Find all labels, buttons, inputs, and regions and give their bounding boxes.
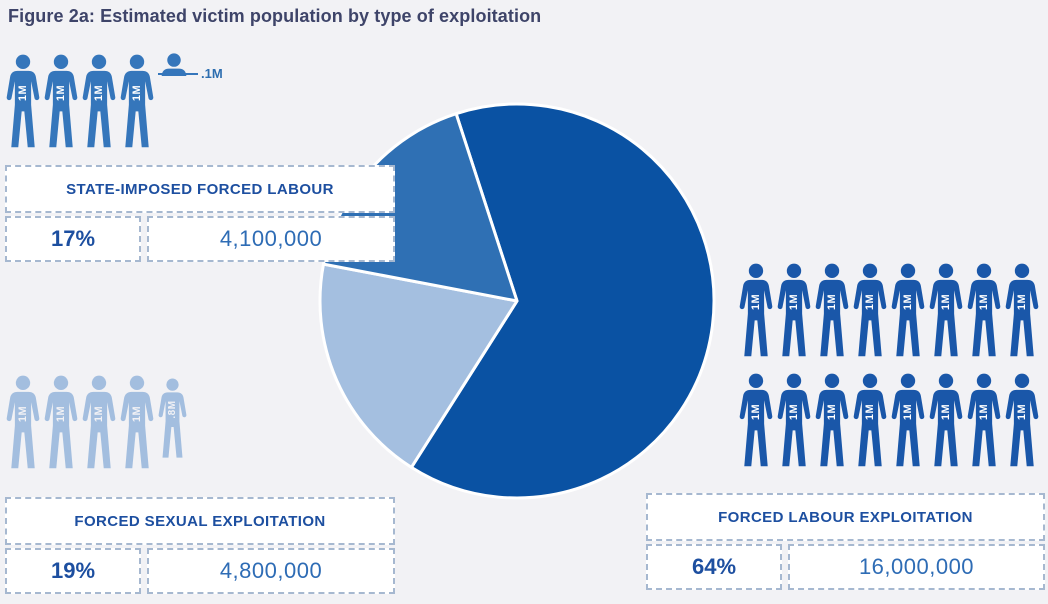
person-pictogram: 1M	[891, 262, 925, 359]
person-pictogram: 1M	[82, 53, 116, 150]
unit-label: 1M	[93, 84, 105, 102]
unit-label: 1M	[826, 293, 838, 311]
person-pictogram: 1M	[6, 53, 40, 150]
person-pictogram: 1M	[44, 374, 78, 471]
person-pictogram: 1M	[6, 374, 40, 471]
person-pictogram: 1M	[929, 372, 963, 469]
panel-header: FORCED SEXUAL EXPLOITATION	[5, 497, 395, 545]
unit-label: 1M	[55, 405, 67, 423]
unit-label: 1M	[750, 293, 762, 311]
unit-label: 1M	[864, 403, 876, 421]
person-pictogram: 1M	[967, 262, 1001, 359]
unit-label: 1M	[902, 403, 914, 421]
unit-label: 1M	[17, 84, 29, 102]
unit-label: 1M	[750, 403, 762, 421]
unit-label: 1M	[93, 405, 105, 423]
percent-cell: 19%	[5, 548, 141, 594]
person-pictogram: 1M	[815, 372, 849, 469]
unit-label: 1M	[1016, 293, 1028, 311]
unit-label: 1M	[788, 293, 800, 311]
unit-label: 1M	[55, 84, 67, 102]
person-pictogram: 1M	[739, 372, 773, 469]
panel-forced-labour: FORCED LABOUR EXPLOITATION 64% 16,000,00…	[646, 493, 1045, 590]
percent-cell: 17%	[5, 216, 141, 262]
unit-label: 1M	[1016, 403, 1028, 421]
value-cell: 16,000,000	[788, 544, 1045, 590]
panel-header: STATE-IMPOSED FORCED LABOUR	[5, 165, 395, 213]
pie-chart	[318, 102, 716, 500]
unit-label: 1M	[131, 84, 143, 102]
unit-label: 1M	[864, 293, 876, 311]
person-pictogram: 1M	[1005, 372, 1039, 469]
pictogram-row-forced-labour-1: 1M 1M 1M 1M 1M 1M 1M 1M	[739, 262, 1039, 359]
unit-label: 1M	[902, 293, 914, 311]
unit-label: .8M	[167, 400, 178, 419]
person-pictogram: 1M	[120, 53, 154, 150]
value-cell: 4,800,000	[147, 548, 395, 594]
person-pictogram: 1M	[1005, 262, 1039, 359]
person-pictogram: 1M	[853, 372, 887, 469]
person-pictogram: 1M	[44, 53, 78, 150]
person-pictogram: 1M	[891, 372, 925, 469]
pictogram-row-state-imposed: 1M 1M 1M 1M .1M	[6, 53, 223, 150]
reference-line	[158, 73, 198, 75]
person-pictogram: 1M	[120, 374, 154, 471]
person-pictogram: 1M	[739, 262, 773, 359]
person-pictogram: 1M	[777, 262, 811, 359]
pictogram-row-forced-labour-2: 1M 1M 1M 1M 1M 1M 1M 1M	[739, 372, 1039, 469]
value-cell: 4,100,000	[147, 216, 395, 262]
person-pictogram: .8M	[158, 377, 187, 460]
unit-label: 1M	[131, 405, 143, 423]
unit-label: 1M	[978, 403, 990, 421]
unit-label: 1M	[826, 403, 838, 421]
person-pictogram: 1M	[815, 262, 849, 359]
pie-slice-forced-sexual-exploitation	[318, 262, 519, 469]
unit-label: 1M	[17, 405, 29, 423]
person-pictogram: 1M	[853, 262, 887, 359]
person-pictogram: 1M	[777, 372, 811, 469]
pie-slice-forced-labour-exploitation	[409, 102, 716, 500]
pictogram-row-forced-sexual: 1M 1M 1M 1M .8M	[6, 374, 187, 471]
person-pictogram-partial: .1M	[158, 53, 223, 150]
reference-label: .1M	[201, 66, 223, 81]
person-pictogram: 1M	[967, 372, 1001, 469]
unit-label: 1M	[940, 293, 952, 311]
percent-cell: 64%	[646, 544, 782, 590]
person-pictogram: 1M	[82, 374, 116, 471]
panel-header: FORCED LABOUR EXPLOITATION	[646, 493, 1045, 541]
unit-label: 1M	[940, 403, 952, 421]
panel-state-imposed: STATE-IMPOSED FORCED LABOUR 17% 4,100,00…	[5, 165, 395, 262]
unit-label: 1M	[788, 403, 800, 421]
figure-title: Figure 2a: Estimated victim population b…	[8, 6, 542, 26]
person-pictogram: 1M	[929, 262, 963, 359]
panel-forced-sexual: FORCED SEXUAL EXPLOITATION 19% 4,800,000	[5, 497, 395, 594]
unit-label: 1M	[978, 293, 990, 311]
